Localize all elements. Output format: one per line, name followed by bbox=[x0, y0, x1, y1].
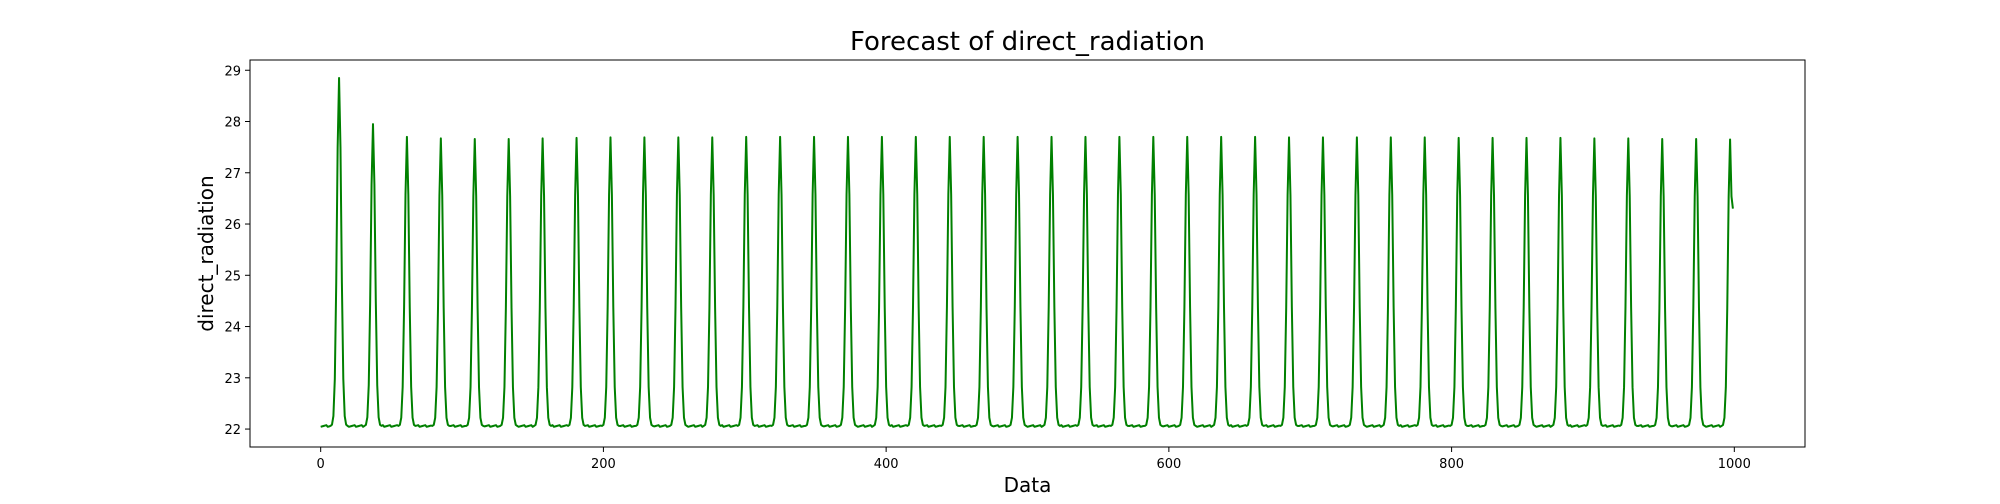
y-tick-label: 26 bbox=[224, 218, 241, 233]
y-axis-label: direct_radiation bbox=[194, 175, 218, 331]
x-tick-label: 400 bbox=[874, 457, 899, 472]
y-tick-label: 23 bbox=[224, 372, 241, 387]
series-line bbox=[320, 76, 1734, 428]
plot-area bbox=[249, 59, 1806, 448]
y-tick-label: 25 bbox=[224, 269, 241, 284]
x-tick-label: 600 bbox=[1156, 457, 1181, 472]
y-tick-label: 27 bbox=[224, 167, 241, 182]
x-axis-label: Data bbox=[1004, 473, 1052, 497]
y-tick-label: 28 bbox=[224, 116, 241, 131]
chart-title: Forecast of direct_radiation bbox=[850, 27, 1205, 57]
y-tick-label: 22 bbox=[224, 423, 241, 438]
x-tick-label: 200 bbox=[591, 457, 616, 472]
y-tick-label: 24 bbox=[224, 321, 241, 336]
x-axis: 0 200 400 600 800 1000 bbox=[317, 447, 1751, 472]
plot-frame bbox=[249, 59, 1806, 448]
x-tick-label: 0 bbox=[317, 457, 325, 472]
x-tick-label: 1000 bbox=[1718, 457, 1751, 472]
y-axis: 22 23 24 25 26 27 28 29 bbox=[224, 64, 250, 438]
y-tick-label: 29 bbox=[224, 64, 241, 79]
x-tick-label: 800 bbox=[1439, 457, 1464, 472]
